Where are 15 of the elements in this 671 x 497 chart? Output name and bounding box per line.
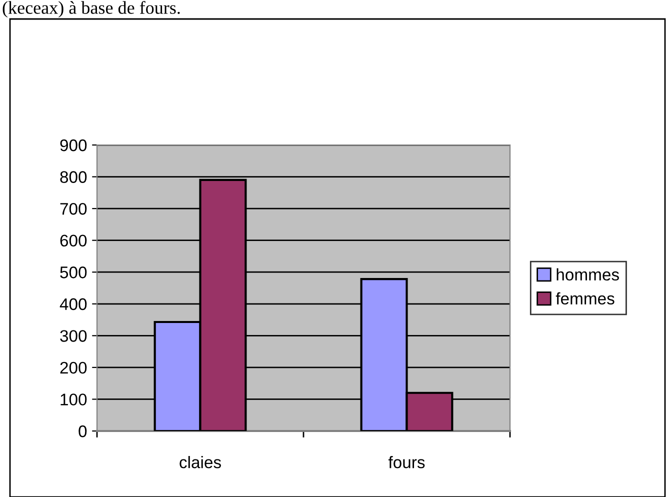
y-tick-label: 0	[78, 425, 87, 438]
y-tick-label: 300	[60, 330, 87, 342]
y-tick-label: 700	[60, 202, 87, 215]
y-tick-label: 100	[60, 394, 87, 406]
legend-label: hommes	[556, 268, 619, 281]
x-tick-label: fours	[388, 456, 425, 468]
y-tick-label: 200	[60, 362, 87, 374]
y-tick-label: 800	[60, 171, 87, 183]
legend-label: femmes	[556, 292, 614, 304]
y-tick-label: 900	[60, 139, 87, 152]
y-tick-label: 500	[60, 266, 87, 278]
text: (keceax) à base de fours.	[2, 1, 180, 18]
y-tick-label: 400	[60, 298, 87, 310]
y-tick-label: 600	[60, 234, 87, 247]
x-tick-label: claies	[180, 456, 221, 468]
